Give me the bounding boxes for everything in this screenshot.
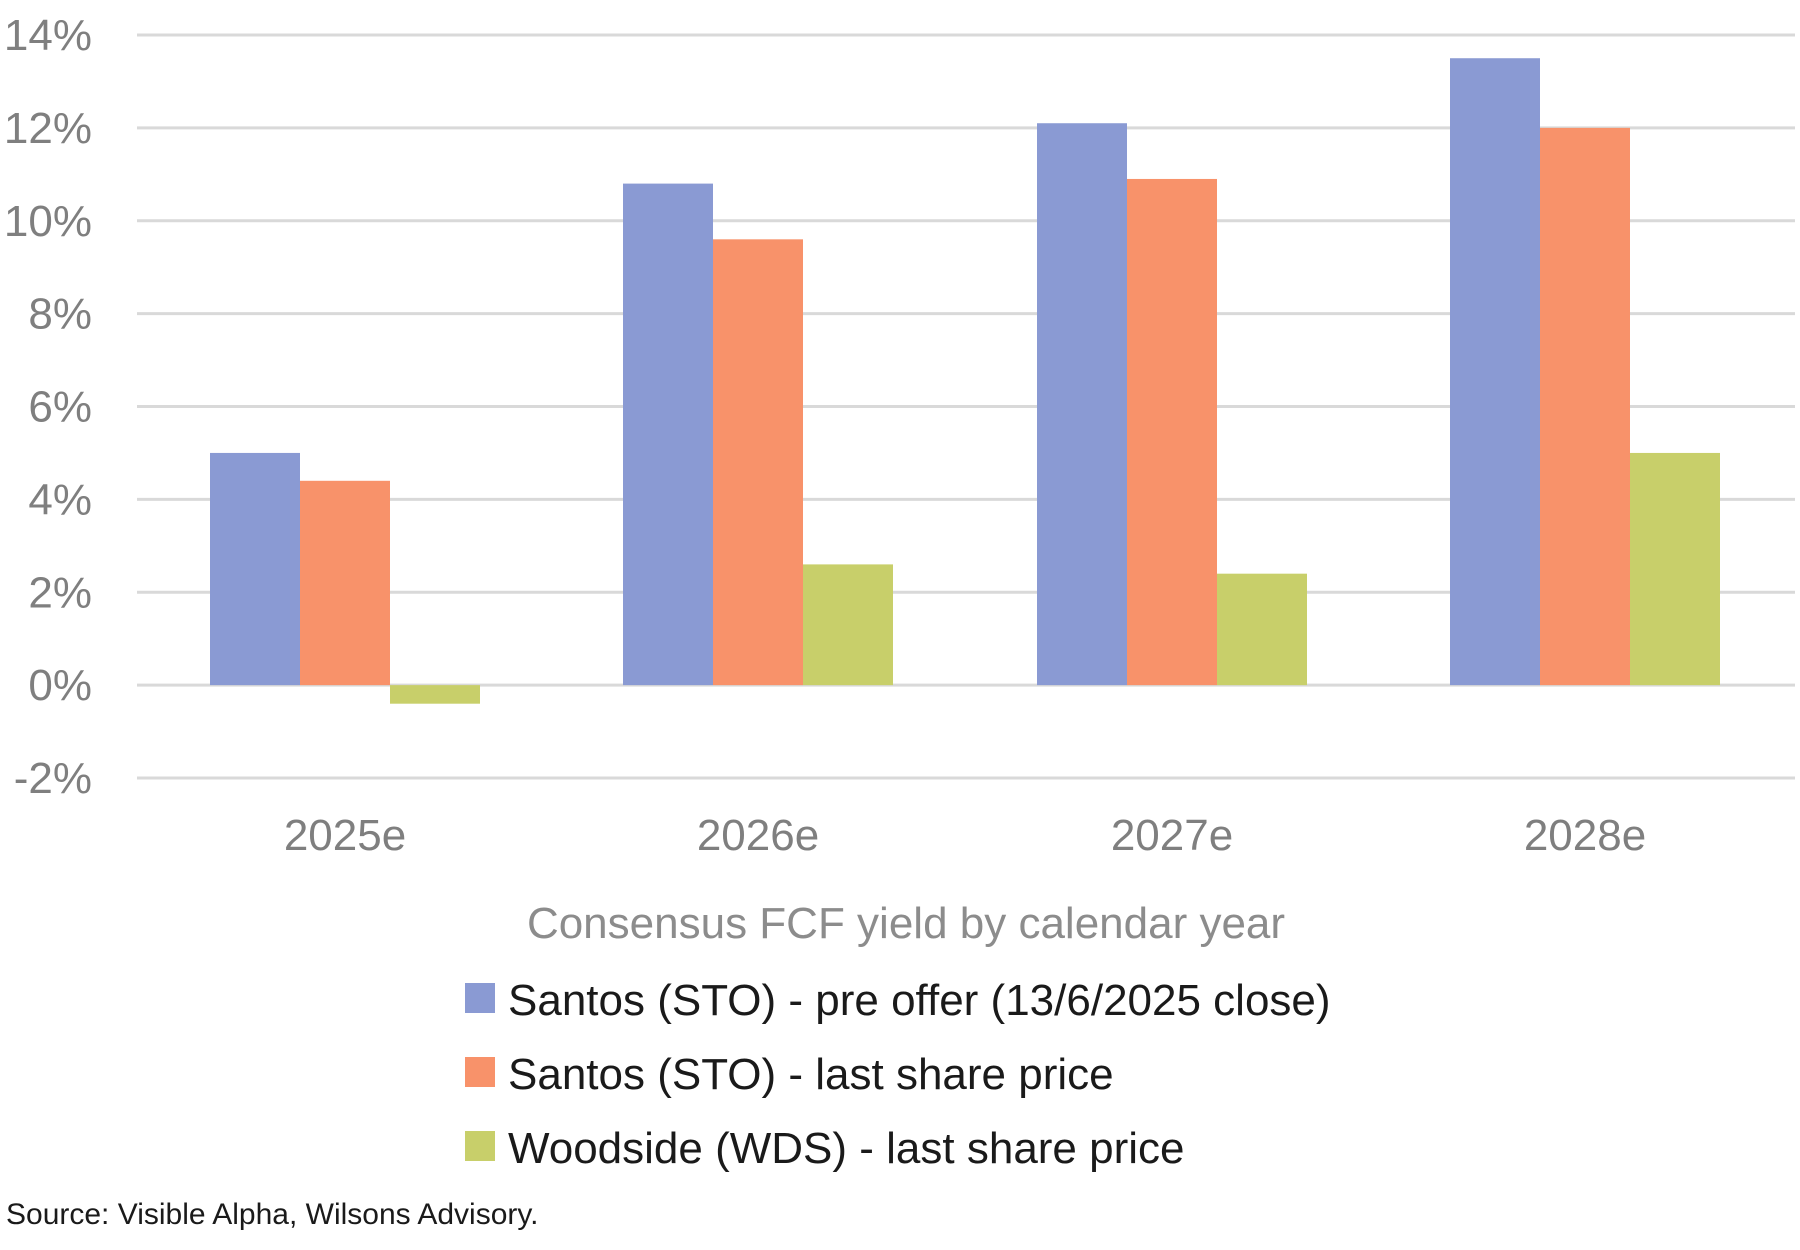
y-tick-label: 14% xyxy=(4,11,92,60)
legend-swatch xyxy=(465,1131,495,1161)
y-tick-label: 4% xyxy=(28,475,92,524)
bar-2025e-series-1 xyxy=(210,452,300,686)
bars xyxy=(210,58,1720,704)
x-axis-title: Consensus FCF yield by calendar year xyxy=(527,899,1285,948)
y-tick-label: 10% xyxy=(4,197,92,246)
bar-2026e-series-1 xyxy=(623,183,713,686)
y-axis-ticks: 14% 12% 10% 8% 6% 4% 2% 0% -2% xyxy=(4,11,92,803)
y-tick-label: 8% xyxy=(28,290,92,339)
legend-swatch xyxy=(465,1057,495,1087)
bar-2028e-series-3 xyxy=(1630,452,1720,686)
legend-swatch xyxy=(465,983,495,1013)
legend-label: Woodside (WDS) - last share price xyxy=(508,1124,1185,1173)
y-tick-label: 12% xyxy=(4,104,92,153)
y-tick-label: 6% xyxy=(28,383,92,432)
y-tick-label: 0% xyxy=(28,661,92,710)
x-category-label: 2027e xyxy=(1111,811,1233,860)
legend-label: Santos (STO) - last share price xyxy=(508,1050,1114,1099)
y-tick-label: 2% xyxy=(28,568,92,617)
x-category-label: 2025e xyxy=(284,811,406,860)
bar-2025e-series-2 xyxy=(300,480,390,686)
gridlines xyxy=(137,33,1795,780)
legend-label: Santos (STO) - pre offer (13/6/2025 clos… xyxy=(508,976,1331,1025)
x-category-label: 2026e xyxy=(697,811,819,860)
bar-2025e-series-3 xyxy=(390,685,480,704)
bar-2027e-series-3 xyxy=(1217,573,1307,686)
bar-2026e-series-2 xyxy=(713,239,803,686)
bar-2028e-series-1 xyxy=(1450,58,1540,686)
legend: Santos (STO) - pre offer (13/6/2025 clos… xyxy=(465,976,1331,1173)
x-axis-categories: 2025e 2026e 2027e 2028e xyxy=(284,811,1646,860)
bar-2027e-series-1 xyxy=(1037,123,1127,686)
bar-2026e-series-3 xyxy=(803,564,893,686)
bar-2027e-series-2 xyxy=(1127,178,1217,686)
fcf-yield-chart: 14%12%10%8%6%4%2%0%-2% 2025e 2026e 2027e 20… xyxy=(4,11,1795,1173)
y-tick-label: -2% xyxy=(14,754,92,803)
bar-2028e-series-2 xyxy=(1540,127,1630,686)
source-note: Source: Visible Alpha, Wilsons Advisory. xyxy=(6,1198,539,1231)
x-category-label: 2028e xyxy=(1524,811,1646,860)
